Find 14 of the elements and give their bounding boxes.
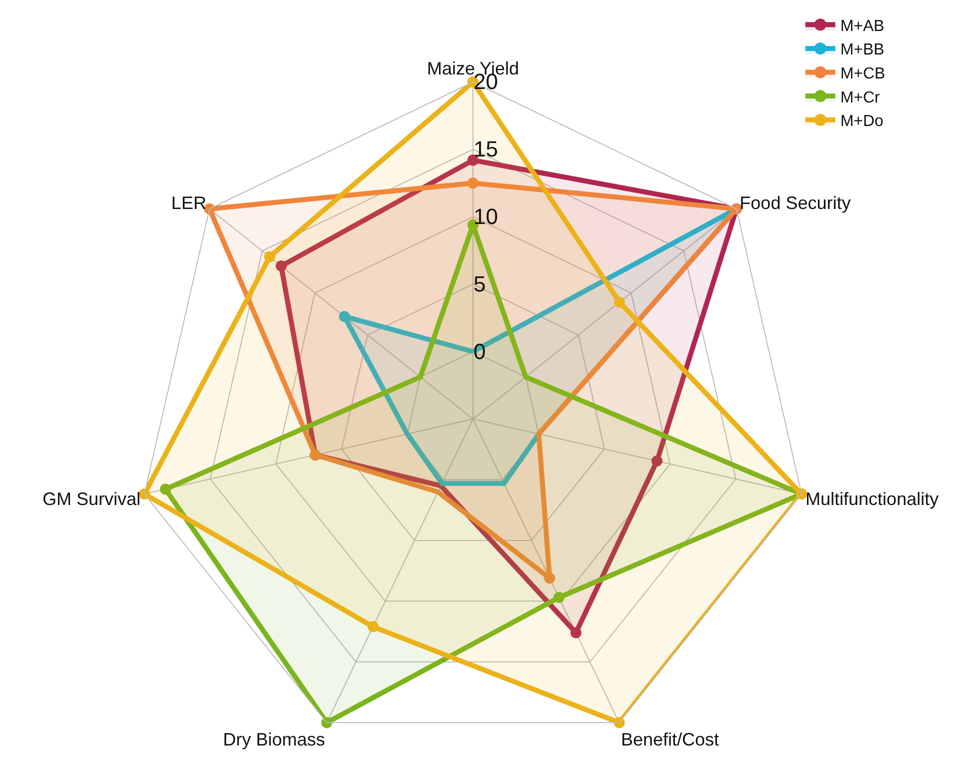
y-tick-label: 15: [474, 136, 498, 162]
legend-label: M+CB: [840, 66, 886, 82]
legend-label: M+AB: [840, 18, 884, 35]
spoke-label: Food Security: [740, 193, 851, 214]
spoke-label: GM Survival: [42, 489, 140, 510]
y-tick-label: 10: [474, 204, 498, 229]
spoke-label: Dry Biomass: [222, 729, 325, 750]
spoke-label: LER: [171, 193, 206, 214]
spoke-label: Multifunctionality: [806, 489, 939, 510]
spoke-label: Benefit/Cost: [621, 729, 720, 750]
legend-label: M+Cr: [840, 89, 881, 106]
y-tick-label: 5: [474, 271, 486, 296]
legend-label: M+Do: [840, 113, 884, 130]
legend-label: M+BB: [840, 42, 884, 59]
